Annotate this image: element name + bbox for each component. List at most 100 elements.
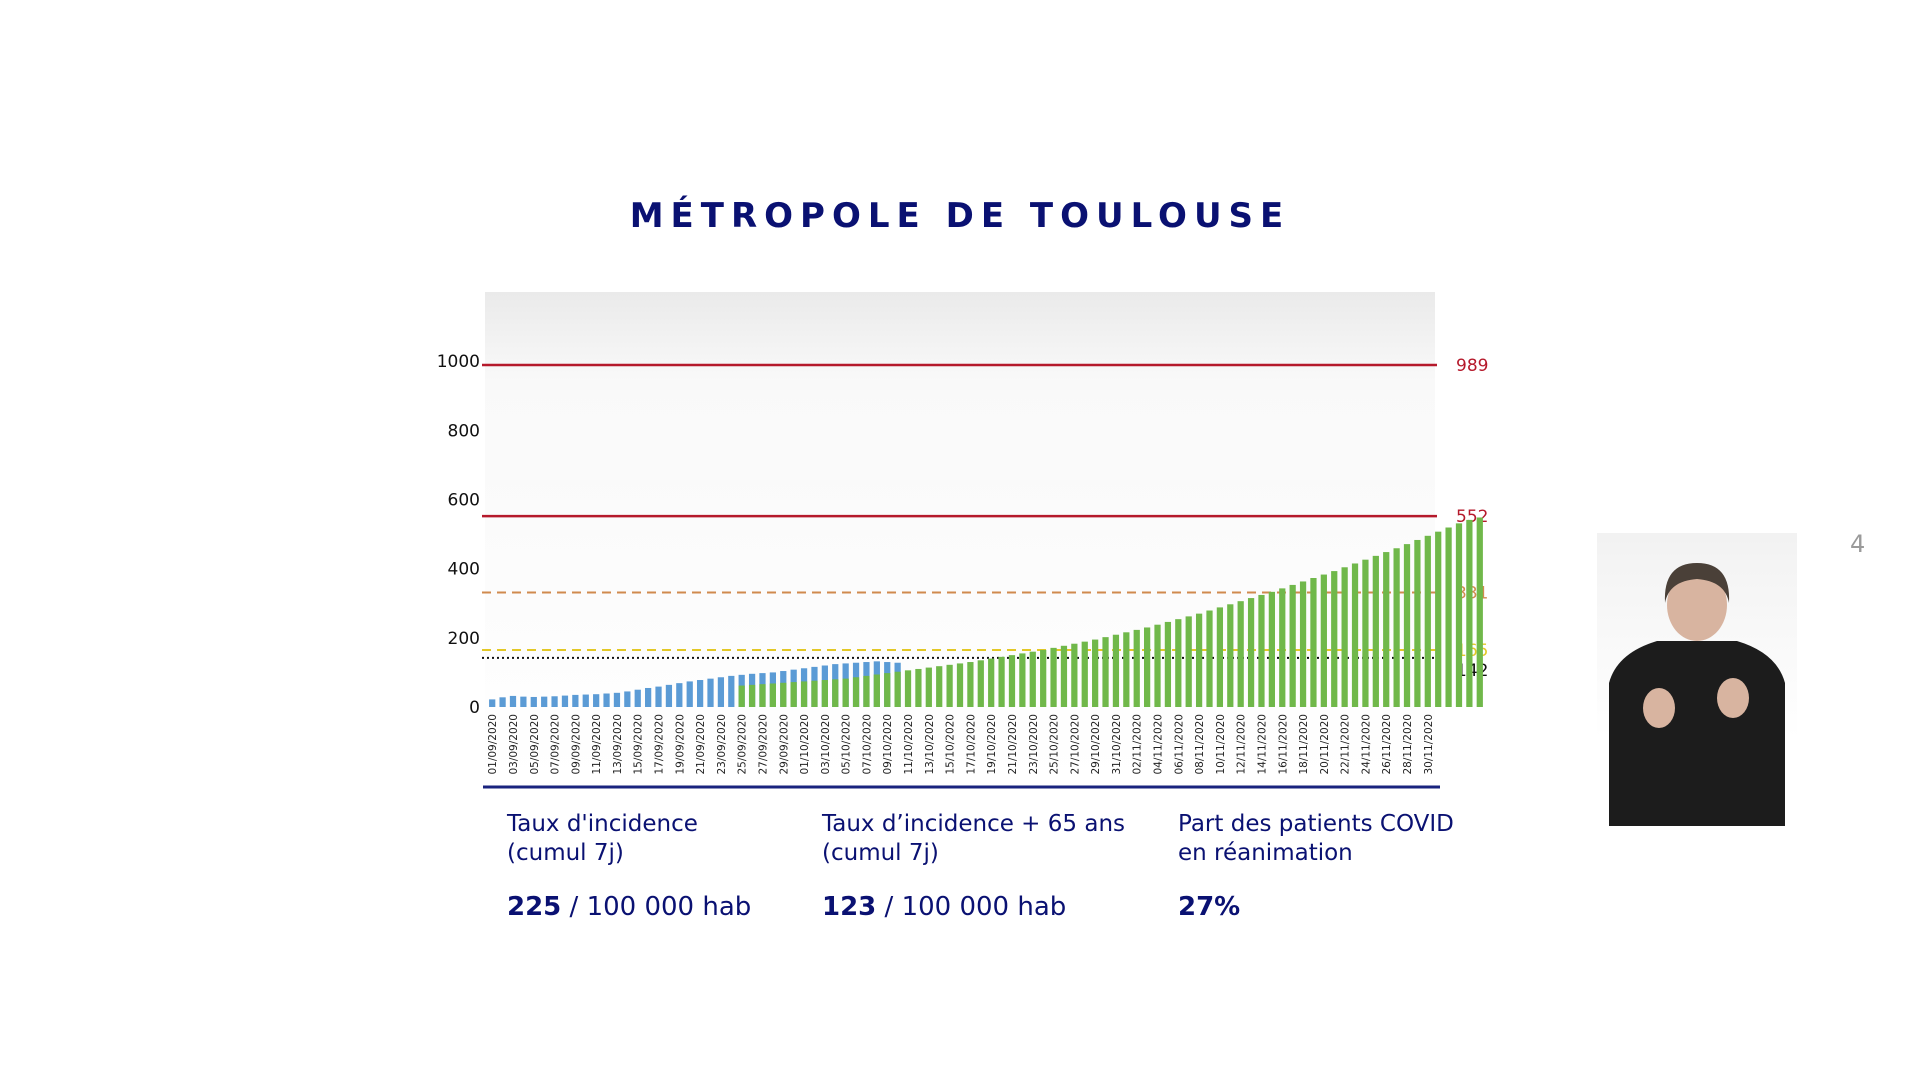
bar: [1247, 598, 1255, 707]
bar: [645, 687, 652, 707]
bar: [1092, 639, 1099, 707]
bar: [1029, 651, 1036, 707]
y-tick-label: 200: [448, 629, 480, 649]
bar: [988, 658, 995, 707]
x-tick-label: 03/09/2020: [508, 714, 520, 775]
bar: [520, 696, 527, 708]
bar: [1279, 588, 1286, 707]
bar: [998, 656, 1005, 707]
stat-value: 123 / 100 000 hab: [822, 892, 1067, 922]
x-tick-label: 09/09/2020: [570, 714, 582, 775]
bar: [1164, 621, 1172, 707]
bar: [676, 683, 683, 707]
x-tick-label: 05/09/2020: [529, 714, 541, 775]
y-axis-ticks: 0 200 400 600 800 1000: [437, 352, 480, 718]
bar: [748, 684, 756, 707]
x-tick-label: 01/10/2020: [799, 714, 811, 775]
x-tick-label: 29/09/2020: [778, 714, 790, 775]
x-tick-label: 31/10/2020: [1111, 714, 1123, 775]
bar: [1154, 624, 1161, 707]
bar: [1403, 544, 1411, 707]
bar: [1216, 607, 1224, 707]
x-tick-label: 08/11/2020: [1194, 714, 1206, 775]
bar: [1310, 578, 1317, 707]
bar: [707, 678, 714, 707]
x-tick-label: 16/11/2020: [1277, 714, 1289, 775]
x-tick-label: 13/10/2020: [924, 714, 936, 775]
stat-incidence-65: Taux d’incidence + 65 ans (cumul 7j) 123…: [822, 810, 1125, 922]
x-tick-label: 01/09/2020: [487, 714, 499, 775]
x-tick-label: 22/11/2020: [1340, 714, 1352, 775]
x-tick-label: 27/10/2020: [1069, 714, 1081, 775]
bar: [572, 694, 579, 707]
bar: [1445, 527, 1452, 707]
bar: [1299, 581, 1307, 707]
y-tick-label: 1000: [437, 352, 480, 372]
plot-background: [485, 292, 1435, 787]
bar: [1175, 619, 1182, 707]
bar: [946, 664, 953, 707]
bar: [1237, 601, 1244, 707]
x-axis-ticks: 01/09/2020 03/09/2020 05/09/2020 07/09/2020…: [487, 714, 1435, 775]
bar: [738, 685, 745, 707]
stat-icu-share: Part des patients COVID en réanimation 2…: [1178, 810, 1454, 922]
bar: [1362, 559, 1369, 707]
bar: [1050, 647, 1057, 707]
bar: [1144, 627, 1151, 707]
x-tick-label: 04/11/2020: [1153, 714, 1165, 775]
x-tick-label: 26/11/2020: [1381, 714, 1393, 775]
x-tick-label: 18/11/2020: [1298, 714, 1310, 775]
bar: [489, 699, 496, 707]
bar: [530, 696, 537, 707]
x-tick-label: 15/09/2020: [633, 714, 645, 775]
bar: [1351, 563, 1359, 707]
bar: [1268, 591, 1275, 707]
bar: [603, 693, 610, 707]
bar: [624, 691, 631, 707]
bar: [759, 684, 766, 707]
bar: [696, 680, 704, 707]
bar: [561, 695, 569, 707]
bar: [852, 677, 860, 707]
bar: [800, 681, 808, 707]
bar: [613, 692, 621, 707]
bar: [1071, 643, 1078, 707]
bar: [1195, 613, 1203, 708]
x-tick-label: 10/11/2020: [1215, 714, 1227, 775]
bar: [811, 680, 818, 707]
x-tick-label: 28/11/2020: [1402, 714, 1414, 775]
bar: [593, 694, 600, 707]
bar: [582, 694, 589, 707]
bar: [1372, 555, 1379, 707]
stats-row: Taux d'incidence (cumul 7j) 225 / 100 00…: [0, 810, 1920, 940]
bar: [551, 696, 558, 707]
bar: [541, 696, 548, 708]
bar: [665, 684, 673, 707]
x-tick-label: 19/09/2020: [674, 714, 686, 775]
stat-incidence: Taux d'incidence (cumul 7j) 225 / 100 00…: [507, 810, 751, 922]
bar: [1102, 637, 1109, 707]
bar: [1206, 610, 1213, 707]
x-tick-label: 21/10/2020: [1007, 714, 1019, 775]
bar: [842, 678, 849, 707]
x-tick-label: 27/09/2020: [757, 714, 769, 775]
bar: [925, 667, 932, 707]
bar: [1258, 594, 1265, 707]
bar: [686, 681, 693, 707]
bar: [1123, 632, 1130, 707]
stat-label: en réanimation: [1178, 840, 1353, 866]
x-tick-label: 02/11/2020: [1132, 714, 1144, 775]
bar: [977, 660, 984, 707]
x-tick-label: 05/10/2020: [841, 714, 853, 775]
stat-label: (cumul 7j): [822, 840, 939, 866]
bar: [873, 674, 880, 707]
bar: [1185, 616, 1192, 707]
x-tick-label: 07/10/2020: [861, 714, 873, 775]
bar: [863, 675, 870, 708]
stat-label: (cumul 7j): [507, 840, 624, 866]
bar: [1112, 634, 1120, 707]
bar: [717, 677, 725, 707]
x-tick-label: 12/11/2020: [1236, 714, 1248, 775]
x-tick-label: 25/10/2020: [1049, 714, 1061, 775]
